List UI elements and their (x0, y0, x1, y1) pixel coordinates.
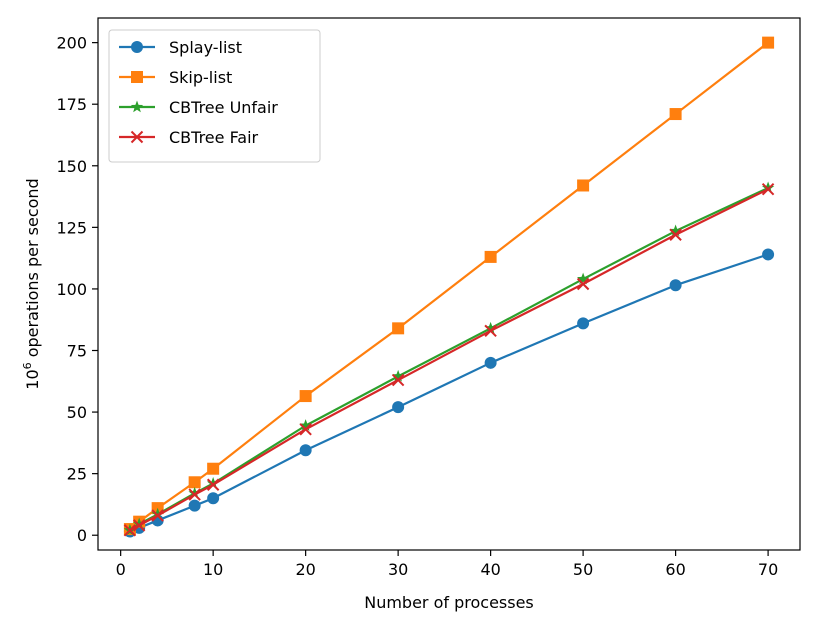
data-point-skip-list (207, 462, 220, 475)
data-point-cbtree-fair (206, 478, 220, 491)
y-tick-label: 125 (56, 218, 87, 237)
data-point-cbtree-fair (761, 182, 775, 196)
y-tick-label: 75 (67, 342, 87, 361)
data-point-cbtree-unfair (299, 419, 312, 431)
x-axis-label: Number of processes (364, 593, 534, 612)
data-point-cbtree-unfair (206, 477, 220, 489)
y-tick-label: 50 (67, 403, 87, 422)
legend-swatch-marker (130, 130, 144, 144)
series-cbtree-fair (123, 182, 775, 537)
y-axis-label: 106 operations per second (21, 178, 42, 389)
data-point-splay-list (577, 317, 590, 330)
y-tick-label: 25 (67, 465, 87, 484)
legend-item-cbtree-unfair: CBTree Unfair (119, 98, 278, 117)
y-tick-label: 200 (56, 34, 87, 53)
axis-ticks: 0 10 20 30 40 50 60 70 0 25 50 75 100 125 150 175 200 (56, 34, 778, 579)
data-point-cbtree-unfair (576, 272, 590, 285)
y-tick-label: 175 (56, 95, 87, 114)
data-point-splay-list (188, 499, 201, 512)
y-tick-label: 0 (77, 526, 87, 545)
x-tick-label: 20 (295, 560, 315, 579)
data-point-cbtree-unfair (484, 321, 497, 334)
data-point-splay-list (762, 248, 775, 261)
x-tick-label: 30 (388, 560, 408, 579)
data-point-cbtree-fair (299, 423, 312, 436)
x-tick-label: 50 (573, 560, 593, 579)
x-tick-label: 60 (665, 560, 685, 579)
y-tick-label: 150 (56, 157, 87, 176)
legend-label: Splay-list (169, 38, 242, 57)
x-tick-label: 10 (203, 560, 223, 579)
data-point-cbtree-fair (391, 373, 405, 387)
data-point-skip-list (484, 250, 497, 263)
legend-item-splay-list: Splay-list (119, 38, 242, 57)
data-point-cbtree-unfair (391, 369, 405, 382)
data-point-splay-list (392, 401, 405, 414)
legend-label: CBTree Fair (169, 128, 259, 147)
data-point-cbtree-fair (576, 277, 590, 291)
legend: Splay-list Skip-list CBTree Unfair CBTree F… (108, 29, 321, 163)
data-point-skip-list (299, 390, 312, 403)
data-point-skip-list (188, 476, 201, 489)
data-point-cbtree-fair (484, 324, 497, 338)
legend-swatch-marker (131, 71, 143, 83)
data-point-cbtree-unfair (188, 486, 201, 499)
data-point-cbtree-fair (123, 524, 137, 537)
legend-swatch-marker (130, 100, 144, 113)
data-point-cbtree-fair (188, 488, 201, 501)
data-point-splay-list (484, 356, 497, 369)
data-point-cbtree-fair (669, 228, 682, 241)
data-point-cbtree-unfair (761, 181, 775, 194)
y-tick-label: 100 (56, 280, 87, 299)
data-point-cbtree-unfair (132, 517, 146, 530)
data-point-skip-list (392, 322, 405, 335)
x-tick-label: 40 (480, 560, 500, 579)
data-point-cbtree-fair (151, 509, 164, 522)
legend-item-skip-list: Skip-list (119, 68, 232, 87)
legend-box (108, 29, 321, 163)
series-skip-list (123, 36, 775, 536)
data-point-skip-list (577, 179, 590, 192)
data-point-cbtree-unfair (669, 224, 682, 237)
data-point-skip-list (762, 36, 775, 49)
data-point-cbtree-unfair (151, 507, 164, 520)
series-lines (123, 36, 775, 538)
legend-swatch-marker (131, 41, 143, 53)
plot-frame (97, 17, 801, 551)
x-tick-label: 0 (116, 560, 126, 579)
data-point-splay-list (669, 279, 682, 292)
x-tick-label: 70 (758, 560, 778, 579)
data-point-splay-list (207, 492, 220, 505)
legend-label: Skip-list (169, 68, 232, 87)
legend-item-cbtree-fair: CBTree Fair (119, 128, 259, 147)
data-point-cbtree-fair (132, 519, 146, 532)
data-point-skip-list (669, 108, 682, 121)
legend-label: CBTree Unfair (169, 98, 278, 117)
data-point-splay-list (299, 444, 312, 457)
